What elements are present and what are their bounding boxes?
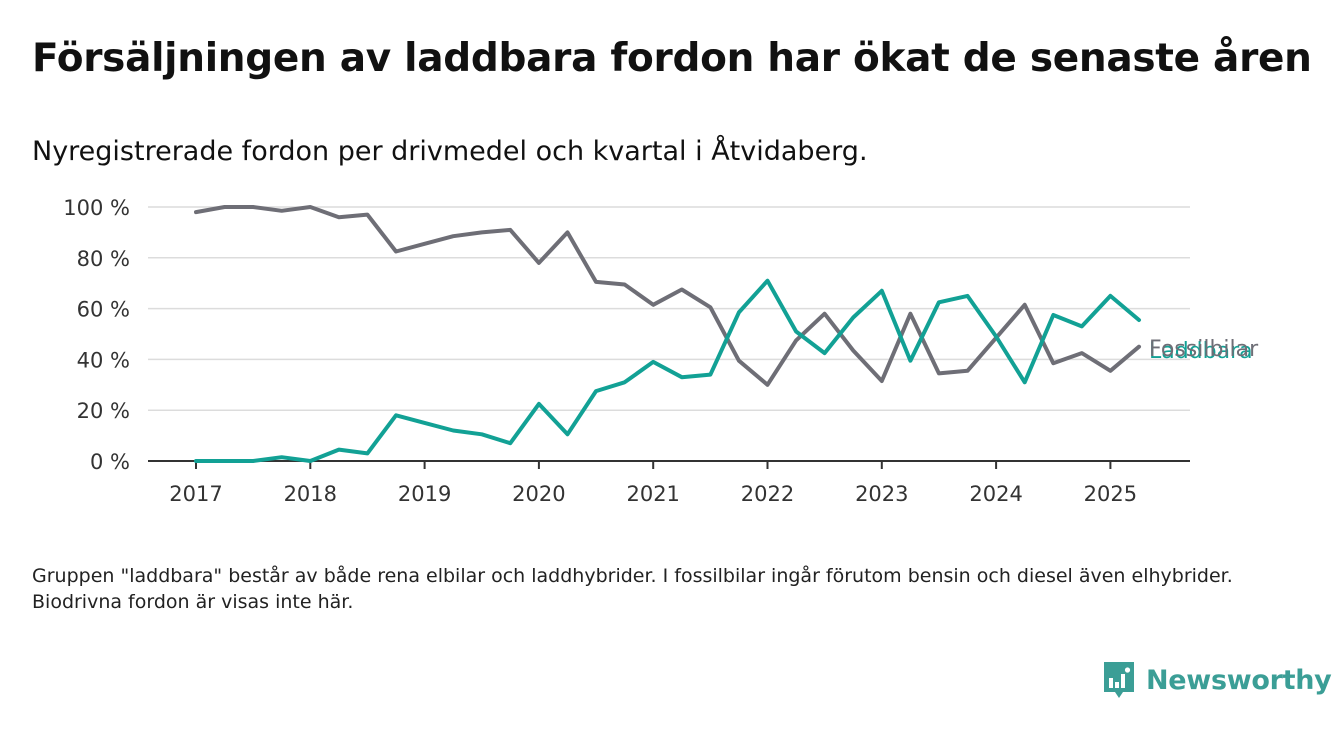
x-tick-label: 2023 [855,482,908,506]
series-line-fossilbilar [194,205,1141,387]
x-tick-label: 2022 [741,482,794,506]
series-line-laddbara [194,278,1141,463]
x-tick-label: 2019 [398,482,451,506]
chart-title: Försäljningen av laddbara fordon har öka… [32,36,1312,81]
bar-chart-logo-icon [1104,662,1134,698]
y-tick-label: 20 % [77,399,130,423]
x-tick-label: 2017 [169,482,222,506]
series-end-label: Fossilbilar [1149,337,1259,362]
series-end-label: Laddbara [1149,339,1253,364]
y-tick-label: 0 % [90,450,130,474]
y-tick-label: 100 % [63,196,130,220]
brand-name: Newsworthy [1146,664,1332,696]
x-tick-label: 2024 [969,482,1022,506]
x-tick-label: 2020 [512,482,565,506]
footnote: Gruppen "laddbara" består av både rena e… [32,565,1233,613]
x-tick-label: 2025 [1084,482,1137,506]
y-tick-label: 40 % [77,348,130,372]
y-tick-label: 60 % [77,298,130,322]
brand-logo: Newsworthy [1102,660,1332,700]
x-tick-label: 2018 [284,482,337,506]
chart-subtitle: Nyregistrerade fordon per drivmedel och … [32,136,868,167]
y-tick-label: 80 % [77,247,130,271]
x-tick-label: 2021 [626,482,679,506]
